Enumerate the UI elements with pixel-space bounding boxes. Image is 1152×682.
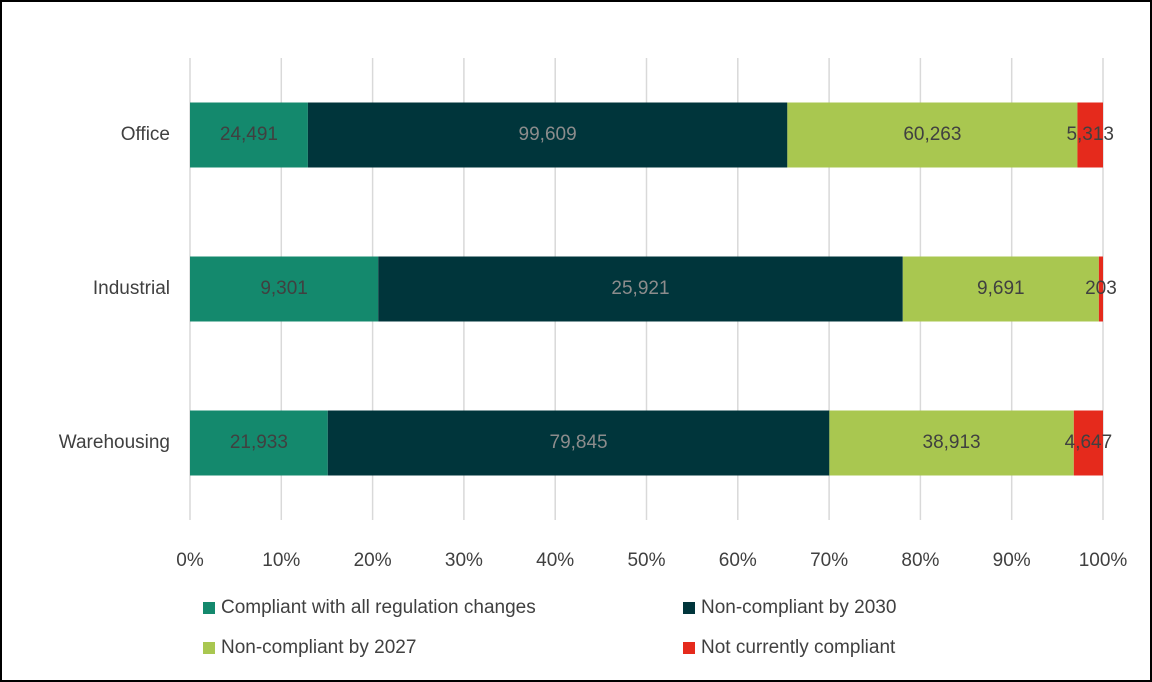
bar-segment (787, 102, 1078, 168)
x-tick-label: 30% (445, 550, 483, 571)
data-label: 5,313 (1066, 124, 1114, 145)
legend-label: Not currently compliant (701, 637, 896, 658)
bar-segment (190, 102, 308, 168)
bar-segment (190, 256, 379, 322)
data-label: 4,647 (1065, 432, 1113, 453)
legend-swatch (683, 602, 695, 614)
x-tick-label: 70% (810, 550, 848, 571)
data-label: 79,845 (550, 432, 608, 453)
bar-segment (1077, 102, 1103, 168)
x-tick-label: 10% (262, 550, 300, 571)
x-tick-label: 100% (1079, 550, 1128, 571)
bar-segment (378, 256, 903, 322)
bar-segment (1073, 410, 1103, 476)
bar-segment (307, 102, 788, 168)
x-tick-label: 0% (176, 550, 204, 571)
data-label: 203 (1085, 278, 1117, 299)
data-label: 9,301 (260, 278, 308, 299)
legend-swatch (203, 642, 215, 654)
data-label: 60,263 (903, 124, 961, 145)
x-tick-label: 90% (993, 550, 1031, 571)
y-tick-label: Warehousing (59, 432, 170, 453)
y-tick-label: Office (121, 124, 170, 145)
y-tick-label: Industrial (93, 278, 170, 299)
data-label: 21,933 (230, 432, 288, 453)
bar-segment (190, 410, 328, 476)
x-tick-label: 20% (354, 550, 392, 571)
bar-segment (327, 410, 830, 476)
x-tick-label: 80% (901, 550, 939, 571)
data-label: 24,491 (220, 124, 278, 145)
legend-label: Non-compliant by 2027 (221, 637, 416, 658)
x-tick-label: 40% (536, 550, 574, 571)
legend-swatch (203, 602, 215, 614)
data-label: 38,913 (923, 432, 981, 453)
data-label: 99,609 (519, 124, 577, 145)
x-tick-label: 60% (719, 550, 757, 571)
bar-segment (829, 410, 1074, 476)
x-tick-label: 50% (627, 550, 665, 571)
legend-swatch (683, 642, 695, 654)
data-label: 25,921 (611, 278, 669, 299)
bar-segment (1098, 256, 1103, 322)
legend-label: Non-compliant by 2030 (701, 597, 896, 618)
data-label: 9,691 (977, 278, 1025, 299)
bar-segment (902, 256, 1099, 322)
legend-label: Compliant with all regulation changes (221, 597, 536, 618)
